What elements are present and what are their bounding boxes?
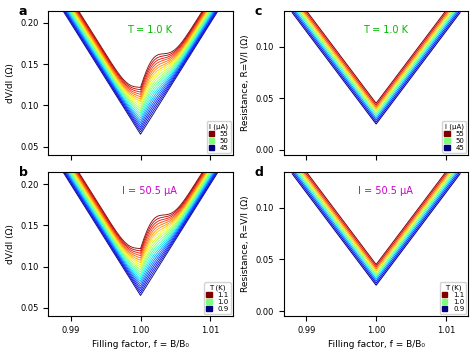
Y-axis label: dV/dI (Ω): dV/dI (Ω) — [6, 63, 15, 103]
Text: I = 50.5 μA: I = 50.5 μA — [358, 186, 413, 196]
Text: b: b — [18, 166, 27, 179]
X-axis label: Filling factor, f = B/B₀: Filling factor, f = B/B₀ — [92, 340, 189, 349]
Text: I = 50.5 μA: I = 50.5 μA — [122, 186, 177, 196]
Y-axis label: Resistance, R=V/I (Ω): Resistance, R=V/I (Ω) — [241, 196, 250, 292]
Text: c: c — [254, 5, 262, 18]
Y-axis label: Resistance, R=V/I (Ω): Resistance, R=V/I (Ω) — [241, 34, 250, 131]
Text: T = 1.0 K: T = 1.0 K — [363, 25, 408, 35]
Text: a: a — [18, 5, 27, 18]
Text: d: d — [254, 166, 263, 179]
Legend: 1.1, 1.0, 0.9: 1.1, 1.0, 0.9 — [204, 282, 231, 314]
Y-axis label: dV/dI (Ω): dV/dI (Ω) — [6, 224, 15, 264]
Text: T = 1.0 K: T = 1.0 K — [127, 25, 172, 35]
Legend: 1.1, 1.0, 0.9: 1.1, 1.0, 0.9 — [440, 282, 466, 314]
Legend: 55, 50, 45: 55, 50, 45 — [442, 121, 466, 153]
Legend: 55, 50, 45: 55, 50, 45 — [207, 121, 231, 153]
X-axis label: Filling factor, f = B/B₀: Filling factor, f = B/B₀ — [328, 340, 425, 349]
